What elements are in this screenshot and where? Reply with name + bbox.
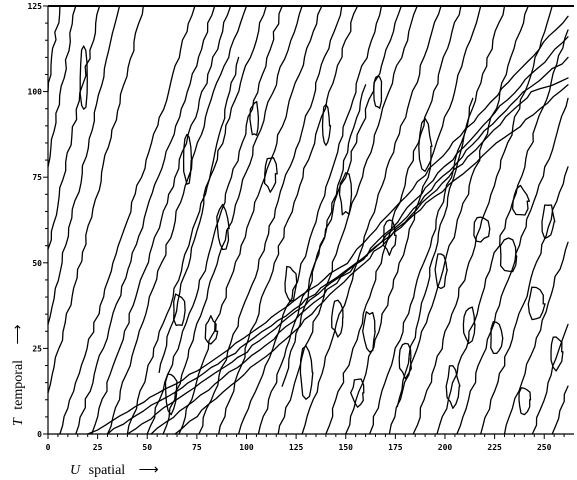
contour-blob: [263, 157, 278, 193]
x-tick-label: 125: [289, 443, 304, 452]
contour-stripe: [412, 5, 553, 435]
contour-stripe: [503, 241, 569, 435]
contour-stripe: [277, 5, 418, 435]
y-axis-variable: T: [11, 417, 26, 426]
y-tick-label: 0: [37, 430, 42, 439]
contour-stripe: [198, 5, 343, 435]
contour-stripe: [388, 5, 529, 435]
contour-blob: [362, 311, 376, 353]
x-axis-label: U spatial ⟶: [70, 463, 159, 478]
contour-stripe: [436, 29, 569, 435]
x-tick-label: 25: [93, 443, 103, 452]
contour-blob: [462, 306, 476, 345]
x-axis-arrow: ⟶: [139, 463, 159, 478]
x-tick-label: 150: [339, 443, 354, 452]
contour-blob: [527, 286, 546, 321]
y-tick-label: 50: [32, 259, 42, 268]
contour-blob: [164, 373, 178, 416]
x-axis-variable: U: [70, 463, 81, 478]
contour-stripe: [47, 5, 61, 93]
contour-blob: [398, 342, 412, 380]
contour-stripe: [178, 5, 323, 435]
contour-stripe: [47, 5, 144, 394]
contour-stripe: [456, 97, 569, 435]
contour-blob: [338, 172, 353, 216]
contour-stripe: [162, 5, 303, 435]
contour-stripe: [325, 5, 462, 435]
contour-blob: [511, 184, 531, 216]
contour-blob: [473, 216, 491, 243]
x-tick-labels: 0 25 50 75 100 125 150 175 200 225 250: [46, 443, 552, 452]
contour-stripe: [281, 84, 367, 387]
contour-stripe: [480, 166, 569, 435]
contour-stripe: [237, 5, 383, 435]
x-tick-label: 0: [46, 443, 51, 452]
contour-stripe: [368, 5, 506, 435]
x-tick-label: 100: [239, 443, 254, 452]
x-tick-label: 200: [438, 443, 453, 452]
contour-stripe: [126, 5, 267, 435]
x-tick-label: 250: [537, 443, 552, 452]
y-tick-label: 125: [28, 2, 43, 11]
y-tick-label: 100: [28, 88, 43, 97]
contour-diagonal-band: [126, 56, 569, 435]
x-tick-label: 175: [388, 443, 403, 452]
contour-blob: [490, 321, 504, 355]
plot-area-frame: [48, 6, 574, 434]
contour-blob: [284, 265, 298, 303]
contour-blob: [418, 117, 433, 172]
contour-stripe: [531, 323, 569, 435]
contour-blob: [79, 45, 88, 110]
contour-blob: [518, 387, 532, 416]
y-tick-label: 75: [32, 173, 42, 182]
contour-blob: [204, 315, 219, 345]
contour-blob: [249, 101, 260, 136]
contour-stripe: [59, 5, 196, 435]
contour-stripe: [47, 5, 77, 168]
contour-blob: [331, 299, 344, 338]
contour-blob: [382, 219, 397, 256]
contour-blob: [550, 336, 564, 372]
contour-stripe: [301, 5, 442, 435]
contour-blob: [182, 133, 193, 185]
contour-diagonal-band: [150, 77, 569, 435]
y-axis-label: T temporal ⟶: [11, 324, 26, 426]
contour-layer: [47, 5, 569, 435]
contour-blob: [173, 293, 186, 327]
axes-layer: [43, 5, 574, 439]
contour-blob: [434, 253, 448, 290]
contour-stripe: [396, 97, 474, 408]
x-tick-label: 50: [142, 443, 152, 452]
contour-stripe: [345, 5, 482, 435]
contour-blob: [541, 204, 556, 240]
x-axis-text: spatial: [89, 463, 126, 478]
x-tick-label: 75: [192, 443, 202, 452]
contour-blob: [373, 75, 383, 109]
contour-blob: [499, 237, 518, 273]
contour-diagonal-band: [87, 15, 569, 435]
contour-blob: [350, 378, 365, 408]
contour-blob: [445, 365, 461, 409]
y-axis-arrow: ⟶: [11, 324, 26, 344]
contour-blob: [216, 203, 230, 251]
contour-stripe: [146, 5, 283, 435]
contour-stripe: [47, 5, 121, 326]
contour-stripe: [75, 5, 216, 435]
contour-stripe: [47, 5, 101, 250]
y-tick-label: 25: [32, 344, 42, 353]
x-tick-label: 225: [487, 443, 502, 452]
y-axis-text: temporal: [11, 360, 26, 410]
contour-stripe: [551, 385, 569, 435]
contour-diagonal-band: [174, 84, 569, 435]
contour-stripe: [106, 5, 248, 435]
y-tick-labels: 0 25 50 75 100 125: [28, 2, 43, 439]
contour-blob: [299, 345, 314, 400]
contour-blob: [321, 103, 332, 146]
contour-stripe: [91, 5, 232, 435]
